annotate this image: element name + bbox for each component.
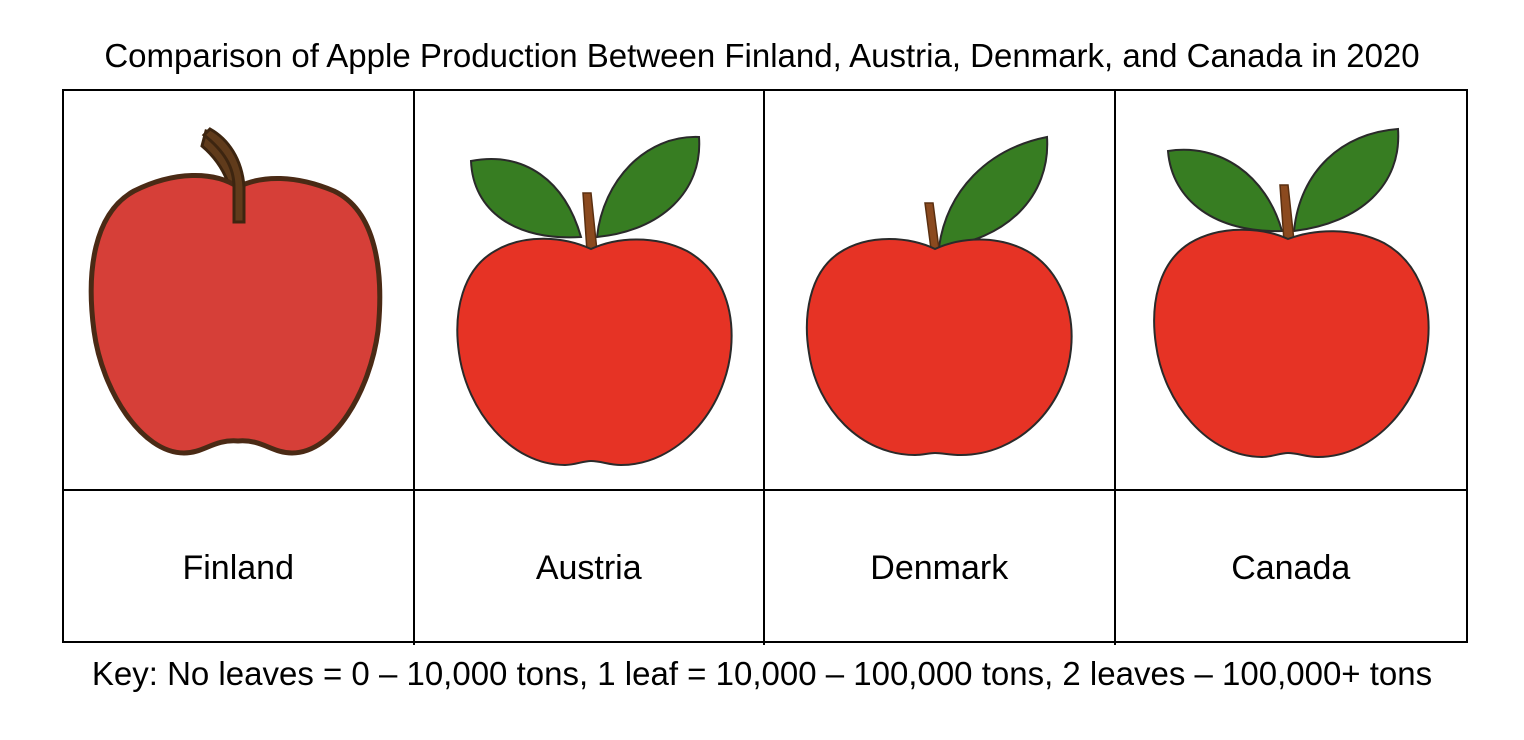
leaf-right-icon xyxy=(595,135,700,239)
austria-apple-icon xyxy=(455,135,733,467)
apple-body xyxy=(88,172,383,456)
country-label-canada: Canada xyxy=(1231,548,1351,587)
leaf-left-icon xyxy=(1166,148,1283,233)
chart-title: Comparison of Apple Production Between F… xyxy=(104,37,1420,74)
apple-body xyxy=(805,238,1073,457)
canada-apple-icon xyxy=(1152,127,1430,459)
apple-stem xyxy=(1278,184,1295,242)
finland-apple-icon xyxy=(88,127,383,456)
austria-apple-cell xyxy=(414,91,765,491)
apple-stem xyxy=(581,192,598,252)
apple-body xyxy=(1152,228,1430,459)
pictograph-table: Finland Austria Denmark Canada xyxy=(62,89,1468,645)
leaf-right-icon xyxy=(937,135,1049,249)
denmark-apple-icon xyxy=(805,135,1073,457)
apple-stem xyxy=(924,202,940,250)
denmark-apple-cell xyxy=(765,91,1116,491)
leaf-right-icon xyxy=(1292,127,1399,233)
country-label-finland: Finland xyxy=(64,491,415,645)
country-label-denmark: Denmark xyxy=(765,491,1116,645)
finland-apple-cell xyxy=(64,91,415,491)
legend-key: Key: No leaves = 0 – 10,000 tons, 1 leaf… xyxy=(91,655,1433,692)
country-label-austria: Austria xyxy=(415,491,765,645)
apple-stem-front xyxy=(201,127,246,224)
leaf-left-icon xyxy=(469,158,582,239)
canada-apple-cell xyxy=(1115,91,1466,491)
apple-body xyxy=(455,237,733,467)
